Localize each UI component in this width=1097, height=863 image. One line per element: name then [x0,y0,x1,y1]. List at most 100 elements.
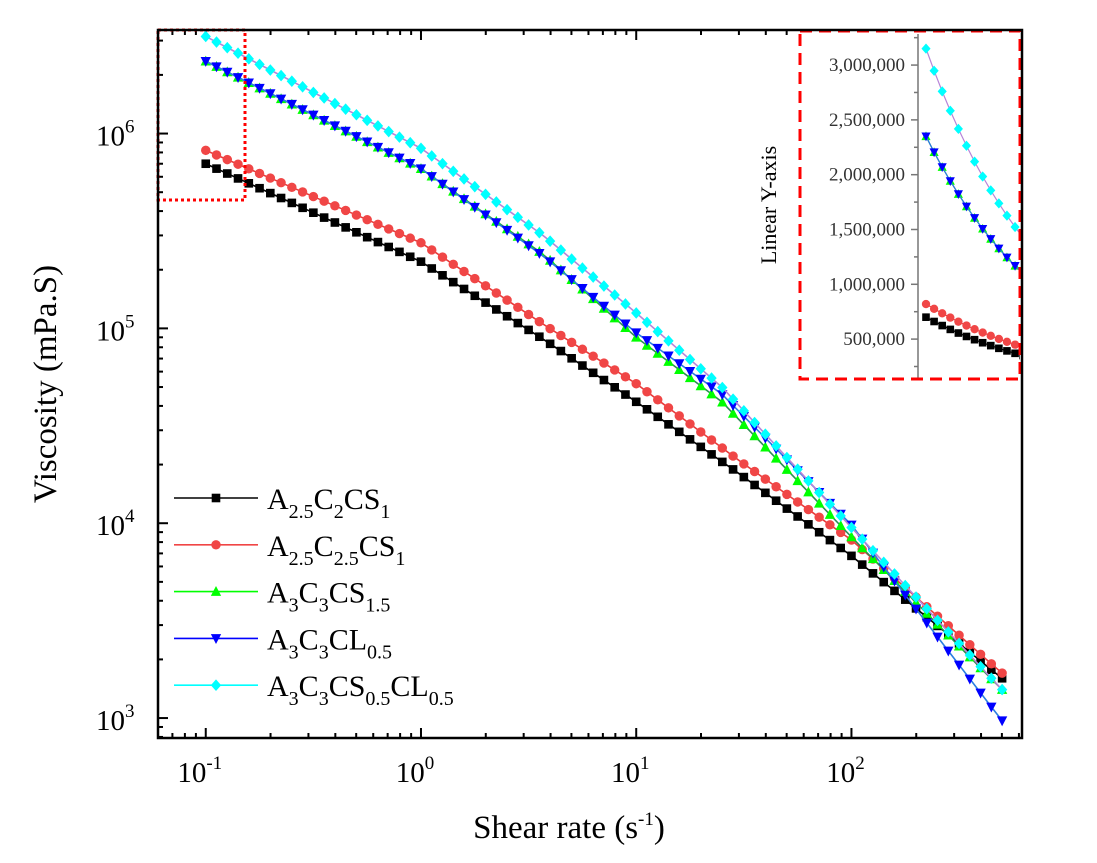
diamond-marker [932,614,943,627]
x-axis-title-sup: -1 [638,809,654,830]
circle-marker [825,520,835,530]
square-marker [211,493,221,503]
square-marker [545,339,555,349]
circle-marker [351,210,362,220]
tick-base: 10 [96,510,125,542]
diamond-marker [857,533,868,545]
diamond-marker [512,211,523,224]
square-marker [222,169,232,178]
circle-marker [437,252,448,262]
circle-marker [978,328,987,337]
square-marker [995,344,1003,353]
y-tick-label: 106 [96,117,135,153]
triangle-down-marker [566,275,577,286]
diamond-marker [978,171,988,182]
square-marker [578,361,587,370]
triangle-down-marker [929,148,939,158]
triangle-down-marker [652,343,663,354]
diamond-marker [383,125,394,138]
legend-text-part: C [299,670,319,703]
diamond-marker [975,660,986,673]
circle-marker [319,196,329,206]
circle-marker [717,443,728,453]
square-marker [986,341,995,350]
triangle-up-marker [781,464,793,474]
circle-marker [962,321,971,330]
tick-base: 10 [396,757,425,789]
diamond-marker [953,637,965,650]
square-marker [298,203,307,213]
x-tick-labels: 10-1 100 101 102 [177,753,864,789]
legend: A2.5C2CS1A2.5C2.5CS1A3C3CS1.5A3C3CL0.5A3… [174,483,454,710]
series-A3C3CS0.5CL0.5 [200,30,1008,696]
diamond-marker [814,486,825,499]
square-marker [416,257,426,266]
diamond-marker [652,325,663,338]
tick-base: 10 [826,757,855,789]
triangle-down-marker [469,202,480,213]
diamond-marker [340,103,351,115]
square-marker [750,480,759,490]
diamond-marker [631,307,642,319]
triangle-down-marker [297,105,308,116]
circle-marker [674,411,684,421]
triangle-down-marker [211,62,222,73]
triangle-down-marker [910,604,922,615]
triangle-down-marker [232,73,244,83]
triangle-up-marker [749,430,760,441]
legend-text-part: A [267,483,289,516]
square-marker [535,332,544,342]
legend-subscript: 3 [319,595,329,617]
triangle-up-marker [695,380,706,391]
diamond-marker [835,510,846,522]
x-axis-title-text: Shear rate (s [473,810,638,846]
x-axis-title-close: ) [654,810,665,846]
diamond-marker [620,298,631,310]
circle-marker [653,395,663,405]
square-marker [427,264,437,273]
diamond-marker [889,568,900,580]
circle-marker [491,288,502,298]
inset-y-tick-label: 2,000,000 [829,165,905,186]
circle-marker [287,182,297,193]
tick-base: 10 [611,757,640,789]
y-axis-title: Viscosity (mPa.S) [28,265,64,503]
diamond-marker [405,136,416,149]
circle-marker [427,245,437,255]
triangle-down-marker [943,646,954,657]
triangle-down-marker [674,359,685,370]
legend-subscript: 3 [319,641,329,663]
triangle-up-marker [857,542,868,553]
circle-marker [383,224,394,234]
square-marker [481,298,490,307]
square-marker [459,284,469,294]
triangle-down-marker [512,233,523,244]
legend-label: A3C3CL0.5 [267,623,392,663]
square-marker [1019,351,1020,360]
diamond-marker [663,335,674,347]
diamond-marker [846,521,857,534]
tick-exponent: 2 [855,753,865,774]
diamond-marker [970,156,980,167]
legend-subscript: 2.5 [289,548,314,570]
square-marker [814,527,824,537]
triangle-down-marker [351,132,362,143]
circle-marker [954,317,963,326]
circle-marker [566,337,577,348]
x-tick-label: 102 [826,753,865,789]
plot-frame [156,28,1024,740]
diamond-marker [738,405,749,417]
diamond-marker [943,626,954,638]
diamond-marker [588,271,599,283]
diamond-marker [674,344,685,356]
legend-text-part: A [267,530,289,563]
circle-marker [588,351,598,361]
square-marker [373,237,383,247]
diamond-marker [254,58,265,71]
triangle-down-marker [994,244,1004,254]
triangle-down-marker [544,257,556,268]
square-marker [448,277,458,287]
legend-text-part: CL [329,623,367,656]
square-marker [352,227,361,237]
legend-text-part: CS [329,670,366,703]
